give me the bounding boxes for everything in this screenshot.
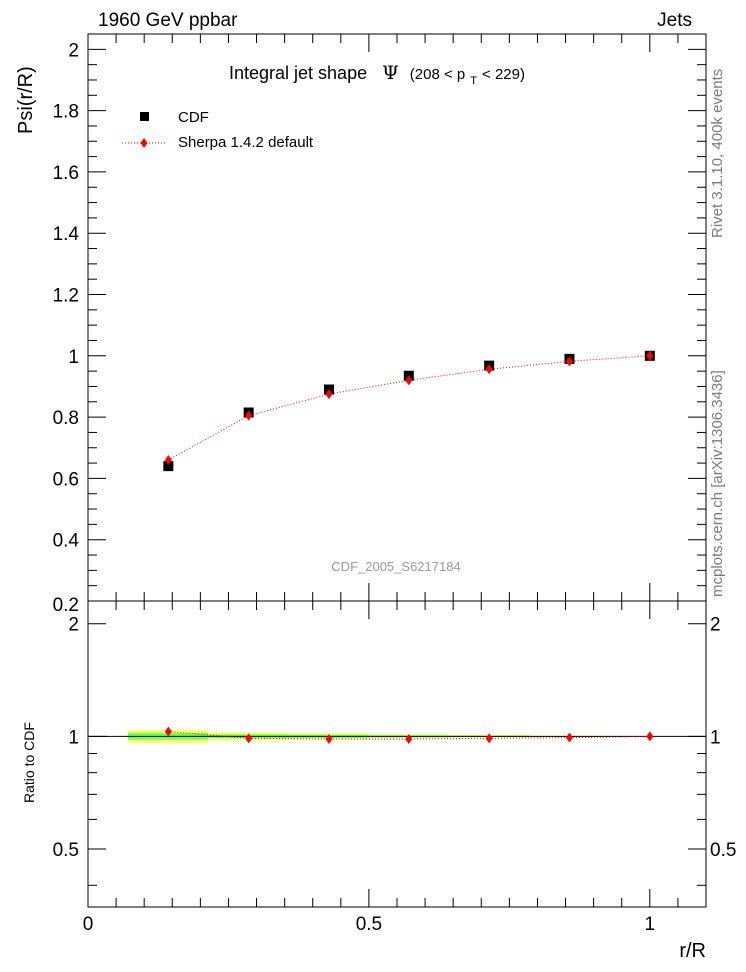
sherpa-data-point xyxy=(405,375,413,386)
cdf-data-point xyxy=(163,461,174,472)
title-main-text: Integral jet shape xyxy=(229,63,367,83)
legend-cdf-label: CDF xyxy=(178,109,209,126)
sherpa-ratio-point xyxy=(245,733,253,744)
x-axis-label: r/R xyxy=(679,940,706,962)
x-tick-label: 1 xyxy=(645,914,656,935)
x-tick-label: 0 xyxy=(83,914,94,935)
ratio-panel: 0.5 0.5 1 1 2 2 0 0.5 1 Ratio to CDF r/R xyxy=(21,600,736,962)
x-tick-label: 0.5 xyxy=(356,914,382,935)
ratio-y-axis-label: Ratio to CDF xyxy=(21,722,37,803)
title-range-suffix: < 229) xyxy=(482,66,525,83)
sherpa-ratio-point xyxy=(325,733,333,744)
legend-sherpa-marker xyxy=(140,138,148,148)
sherpa-data-point xyxy=(325,389,333,400)
legend-cdf-marker xyxy=(140,112,149,121)
sherpa-data-point xyxy=(646,350,654,361)
main-y-tick-label: 0.6 xyxy=(53,469,79,490)
legend-sherpa-label: Sherpa 1.4.2 default xyxy=(178,134,314,151)
ratio-y-tick-label-right: 1 xyxy=(710,727,721,748)
sherpa-ratio-point xyxy=(485,733,493,744)
main-y-tick-label-cut: 0.2 xyxy=(53,595,79,616)
ratio-axes: 0.5 0.5 1 1 2 2 0 0.5 1 xyxy=(53,601,736,935)
legend: CDF Sherpa 1.4.2 default xyxy=(122,109,314,151)
main-y-tick-label: 1 xyxy=(68,347,79,368)
sherpa-data-point xyxy=(245,410,253,421)
main-y-tick-label: 2 xyxy=(68,40,79,61)
sherpa-ratio-point xyxy=(565,732,573,743)
ratio-panel-frame xyxy=(87,600,707,908)
sherpa-ratio-point xyxy=(646,731,654,742)
sherpa-data-point xyxy=(164,455,172,466)
mcplots-reference-label: mcplots.cern.ch [arXiv:1306.3436] xyxy=(709,370,726,597)
header-category-label: Jets xyxy=(657,10,692,31)
sherpa-ratio-point xyxy=(164,726,172,737)
main-y-axis-label: Psi(r/R) xyxy=(15,66,37,134)
ratio-y-tick-label: 1 xyxy=(68,727,79,748)
ratio-y-tick-label: 2 xyxy=(68,615,79,636)
title-psi-symbol: Ψ xyxy=(382,62,399,84)
main-axes: 0.4 0.6 0.8 1 1.2 1.4 1.6 1.8 2 0.2 xyxy=(53,33,707,616)
rivet-version-label: Rivet 3.1.10, 400k events xyxy=(709,69,726,238)
ratio-y-tick-label: 0.5 xyxy=(53,840,79,861)
main-title: Integral jet shape Ψ (208 < p T < 229) xyxy=(229,62,525,88)
main-series-layer xyxy=(163,350,655,472)
title-range-subscript: T xyxy=(470,75,477,87)
ratio-series-layer xyxy=(164,726,654,744)
header-energy-label: 1960 GeV ppbar xyxy=(98,10,238,31)
ratio-y-tick-label-right: 0.5 xyxy=(710,840,736,861)
main-y-tick-label: 1.4 xyxy=(53,224,80,245)
main-y-tick-label: 0.4 xyxy=(53,531,80,552)
main-y-tick-label: 1.2 xyxy=(53,286,79,307)
sherpa-data-point xyxy=(565,356,573,367)
title-range-prefix: (208 < p xyxy=(410,66,465,83)
sherpa-data-point xyxy=(485,364,493,375)
analysis-watermark: CDF_2005_S6217184 xyxy=(331,559,460,574)
sherpa-ratio-point xyxy=(405,733,413,744)
main-panel: 0.4 0.6 0.8 1 1.2 1.4 1.6 1.8 2 0.2 Psi(r/R) Inte… xyxy=(15,33,707,616)
ratio-y-tick-label-right: 2 xyxy=(710,615,721,636)
main-y-tick-label: 1.6 xyxy=(53,163,79,184)
main-y-tick-label: 0.8 xyxy=(53,408,79,429)
main-y-tick-label: 1.8 xyxy=(53,102,79,123)
